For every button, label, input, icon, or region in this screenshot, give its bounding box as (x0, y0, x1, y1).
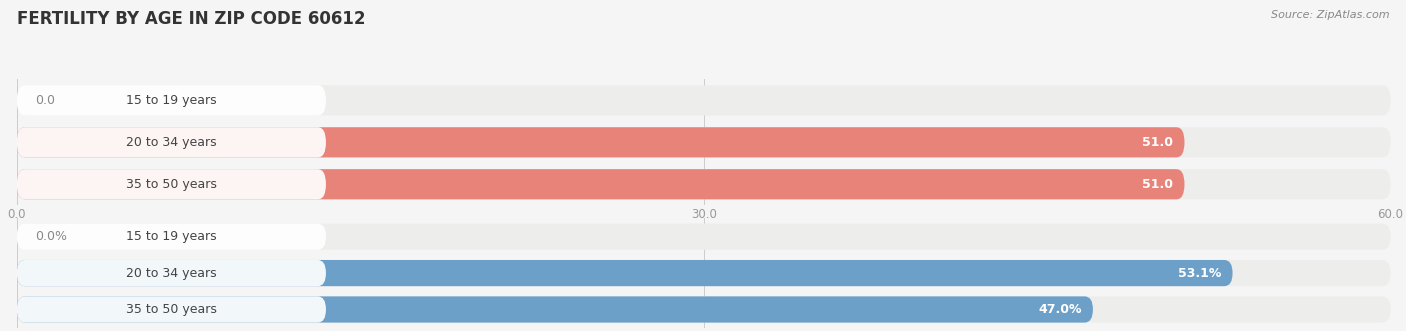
Text: 53.1%: 53.1% (1178, 266, 1222, 280)
Text: 51.0: 51.0 (1142, 136, 1173, 149)
Text: 20 to 34 years: 20 to 34 years (127, 266, 217, 280)
FancyBboxPatch shape (17, 169, 326, 199)
FancyBboxPatch shape (17, 169, 1184, 199)
FancyBboxPatch shape (17, 296, 1092, 323)
Text: 35 to 50 years: 35 to 50 years (127, 178, 217, 191)
FancyBboxPatch shape (17, 260, 1391, 286)
FancyBboxPatch shape (17, 127, 326, 158)
FancyBboxPatch shape (17, 127, 1391, 158)
Text: 51.0: 51.0 (1142, 178, 1173, 191)
FancyBboxPatch shape (17, 127, 1184, 158)
Text: FERTILITY BY AGE IN ZIP CODE 60612: FERTILITY BY AGE IN ZIP CODE 60612 (17, 10, 366, 28)
Text: 20 to 34 years: 20 to 34 years (127, 136, 217, 149)
Text: 47.0%: 47.0% (1038, 303, 1081, 316)
Text: Source: ZipAtlas.com: Source: ZipAtlas.com (1271, 10, 1389, 20)
FancyBboxPatch shape (17, 169, 1391, 199)
Text: 0.0: 0.0 (35, 94, 55, 107)
FancyBboxPatch shape (17, 223, 326, 250)
FancyBboxPatch shape (17, 223, 1391, 250)
FancyBboxPatch shape (17, 296, 326, 323)
FancyBboxPatch shape (17, 260, 1233, 286)
FancyBboxPatch shape (17, 85, 1391, 116)
Text: 15 to 19 years: 15 to 19 years (127, 94, 217, 107)
Text: 0.0%: 0.0% (35, 230, 67, 243)
FancyBboxPatch shape (17, 296, 1391, 323)
Text: 35 to 50 years: 35 to 50 years (127, 303, 217, 316)
Text: 15 to 19 years: 15 to 19 years (127, 230, 217, 243)
FancyBboxPatch shape (17, 85, 326, 116)
FancyBboxPatch shape (17, 260, 326, 286)
